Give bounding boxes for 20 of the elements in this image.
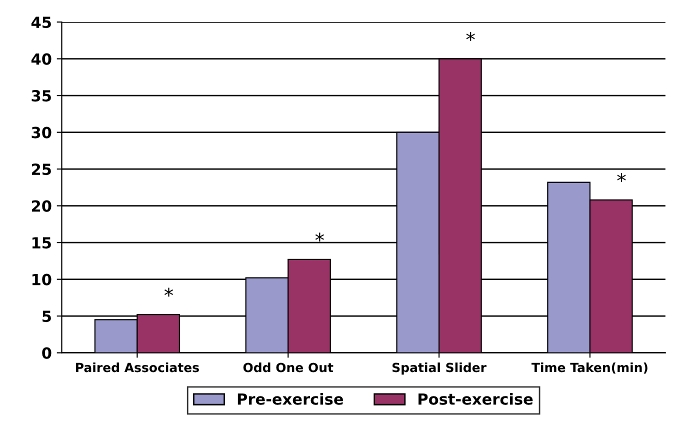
y-tick-label: 40 [31, 53, 52, 65]
x-tick-label: Spatial Slider [392, 362, 486, 375]
y-tick-label: 30 [32, 126, 52, 138]
annotation: * [164, 288, 174, 297]
x-tick-label: Odd One Out [243, 362, 334, 372]
legend-label: Post-exercise [418, 393, 533, 405]
legend-label: Pre-exercise [238, 393, 344, 405]
annotation: * [466, 32, 475, 41]
annotation: * [617, 173, 626, 182]
x-tick-label: Time Taken(min) [532, 362, 648, 374]
annotation: * [315, 232, 324, 242]
y-tick-label: 5 [42, 310, 51, 322]
y-tick-label: 0 [42, 347, 52, 359]
x-tick-label: Paired Associates [76, 362, 199, 372]
y-tick-label: 10 [32, 274, 52, 286]
y-tick-label: 25 [32, 164, 51, 176]
y-tick-label: 35 [32, 90, 51, 102]
y-tick-label: 15 [32, 237, 51, 249]
y-tick-label: 45 [31, 16, 51, 28]
y-tick-label: 20 [32, 200, 52, 212]
